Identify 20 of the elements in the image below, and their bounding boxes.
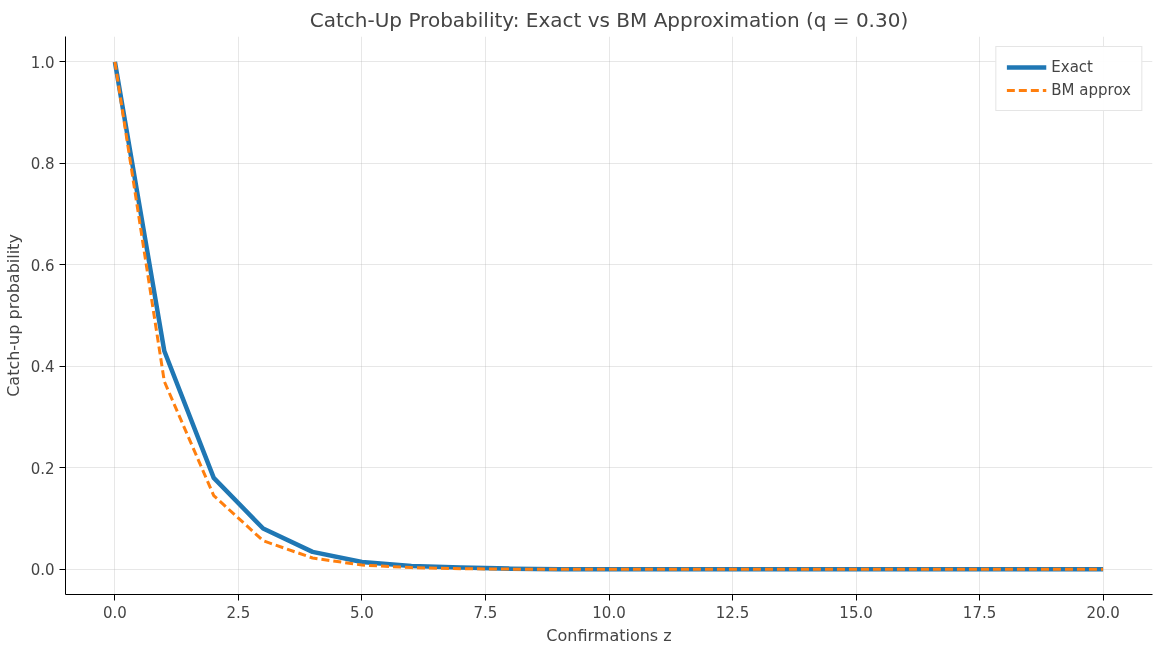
y-tick-label: 0.6: [30, 256, 55, 275]
legend-label: BM approx: [1051, 81, 1131, 99]
x-tick-label: 20.0: [1086, 603, 1120, 622]
y-axis-title: Catch-up probability: [3, 234, 23, 397]
y-tick-label: 0.8: [30, 155, 55, 174]
x-tick-label: 15.0: [839, 603, 873, 622]
x-tick-label: 0.0: [102, 603, 127, 622]
x-tick-label: 2.5: [226, 603, 251, 622]
legend-label: Exact: [1051, 58, 1094, 76]
chart-title: Catch-Up Probability: Exact vs BM Approximation (q = 0.30): [309, 7, 909, 32]
y-tick-label: 0.2: [30, 459, 55, 478]
x-tick-label: 5.0: [350, 603, 374, 622]
y-tick-label: 0.0: [30, 561, 55, 580]
x-tick-label: 12.5: [715, 603, 750, 622]
y-tick-label: 1.0: [30, 53, 55, 72]
x-tick-label: 7.5: [473, 603, 498, 622]
y-tick-label: 0.4: [30, 358, 55, 377]
x-tick-label: 17.5: [962, 603, 997, 622]
x-axis-title: Confirmations z: [546, 625, 672, 645]
x-tick-label: 10.0: [592, 603, 626, 622]
